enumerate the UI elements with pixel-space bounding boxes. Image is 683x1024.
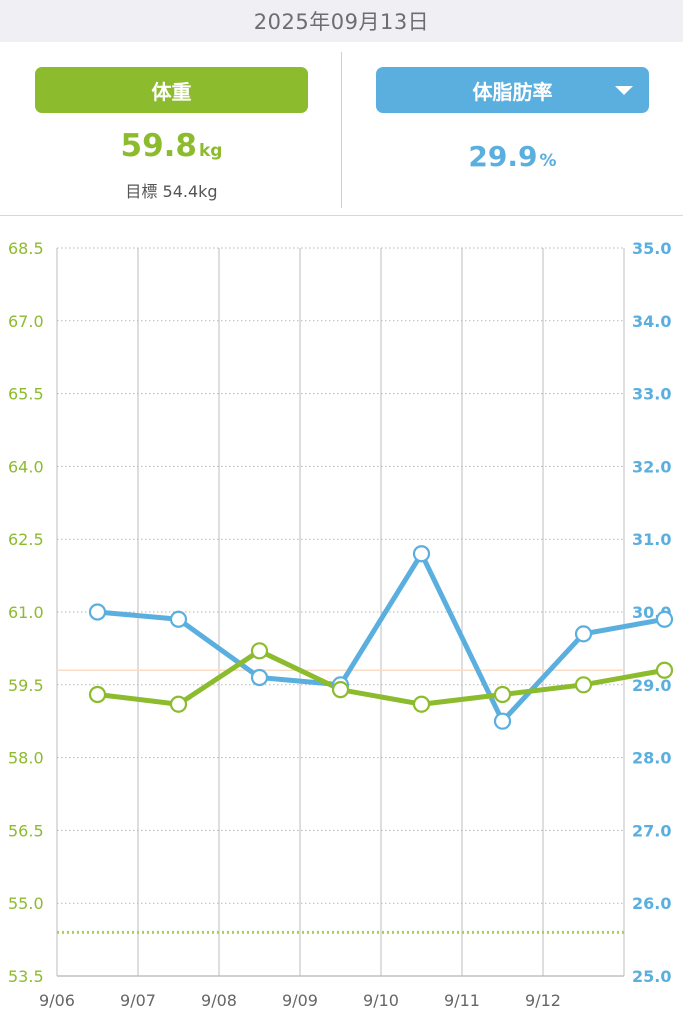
weight-data-point bbox=[412, 695, 431, 713]
body-fat-data-point bbox=[250, 668, 269, 687]
weight-fat-chart[interactable]: 68.5 67.0 65.5 64.0 62.5 61.0 59.5 58.0 56.5 55.0… bbox=[0, 217, 683, 1024]
weight-data-point bbox=[250, 642, 269, 660]
right-axis-tick-label: 32.0 bbox=[632, 457, 671, 476]
body-fat-dropdown-label: 体脂肪率 bbox=[472, 79, 553, 104]
x-axis-tick-label: 9/08 bbox=[201, 991, 237, 1010]
body-fat-data-point bbox=[574, 625, 593, 643]
chevron-down-icon bbox=[615, 86, 633, 95]
right-axis-tick-label: 33.0 bbox=[632, 385, 671, 404]
weight-series-line bbox=[95, 648, 667, 707]
weight-tab-button[interactable]: 体重 bbox=[35, 67, 308, 113]
body-fat-series-line bbox=[95, 551, 667, 724]
right-axis-tick-label: 29.0 bbox=[632, 676, 671, 695]
x-axis-tick-label: 9/09 bbox=[282, 991, 318, 1010]
left-axis-tick-label: 62.5 bbox=[8, 530, 44, 549]
date-label: 2025年09月13日 bbox=[253, 10, 430, 34]
left-axis-tick-label: 67.0 bbox=[8, 312, 44, 331]
left-axis-tick-label: 58.0 bbox=[8, 749, 44, 768]
body-fat-data-point bbox=[412, 545, 431, 563]
body-fat-number: 29.9 bbox=[468, 140, 538, 173]
body-fat-data-point bbox=[493, 712, 512, 730]
x-axis-tick-label: 9/11 bbox=[444, 991, 480, 1010]
right-axis-tick-label: 26.0 bbox=[632, 894, 671, 913]
left-axis-tick-label: 65.5 bbox=[8, 385, 44, 404]
body-fat-value: 29.9% bbox=[376, 140, 649, 173]
summary-panel: 体重 59.8 kg 目標 54.4kg 体脂肪率 29.9% bbox=[0, 42, 683, 216]
body-fat-dropdown[interactable]: 体脂肪率 bbox=[376, 67, 649, 113]
weight-data-point bbox=[169, 695, 188, 713]
weight-data-point bbox=[331, 681, 350, 699]
weight-tab-label: 体重 bbox=[151, 79, 192, 104]
left-axis-tick-label: 68.5 bbox=[8, 239, 44, 258]
left-axis-tick-label: 53.5 bbox=[8, 967, 44, 986]
body-fat-unit: % bbox=[539, 151, 557, 171]
x-axis-tick-label: 9/07 bbox=[120, 991, 156, 1010]
body-fat-data-point bbox=[88, 603, 107, 621]
body-fat-data-point bbox=[655, 610, 674, 628]
left-axis-tick-label: 59.5 bbox=[8, 676, 44, 695]
weight-unit: kg bbox=[199, 141, 223, 161]
chart-svg: 68.5 67.0 65.5 64.0 62.5 61.0 59.5 58.0 56.5 55.0… bbox=[8, 239, 674, 1010]
weight-number: 59.8 bbox=[120, 128, 198, 164]
weight-data-point bbox=[88, 685, 107, 704]
x-axis-tick-label: 9/06 bbox=[39, 991, 75, 1010]
weight-target: 目標 54.4kg bbox=[125, 182, 218, 201]
left-axis-tick-label: 55.0 bbox=[8, 894, 44, 913]
weight-data-point bbox=[655, 661, 674, 679]
body-fat-data-point bbox=[169, 610, 188, 628]
right-axis-tick-label: 28.0 bbox=[632, 749, 671, 768]
x-axis-tick-label: 9/12 bbox=[525, 991, 561, 1010]
left-axis-tick-label: 61.0 bbox=[8, 603, 44, 622]
right-axis-tick-label: 27.0 bbox=[632, 821, 671, 840]
x-axis-tick-label: 9/10 bbox=[363, 991, 399, 1010]
weight-value: 59.8 kg bbox=[35, 128, 308, 164]
right-axis-tick-label: 34.0 bbox=[632, 312, 671, 331]
weight-data-point bbox=[574, 676, 593, 694]
date-header[interactable]: 2025年09月13日 bbox=[0, 0, 683, 42]
summary-divider bbox=[341, 52, 342, 208]
right-axis-tick-label: 25.0 bbox=[632, 967, 671, 986]
left-axis-tick-label: 56.5 bbox=[8, 821, 44, 840]
left-axis-tick-label: 64.0 bbox=[8, 457, 44, 476]
weight-data-point bbox=[493, 685, 512, 704]
right-axis-tick-label: 31.0 bbox=[632, 530, 671, 549]
right-axis-tick-label: 35.0 bbox=[632, 239, 671, 258]
